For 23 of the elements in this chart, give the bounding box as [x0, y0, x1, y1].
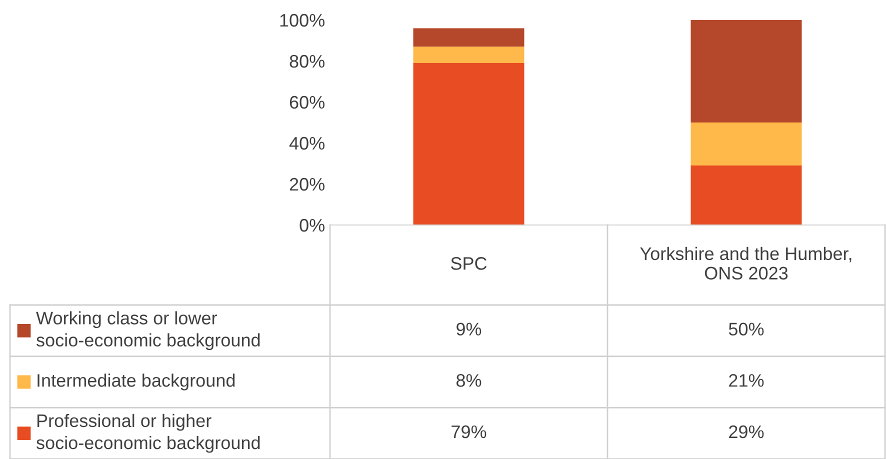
bar	[690, 20, 802, 122]
data-label: 9%	[456, 322, 482, 336]
y-tick-label: 0%	[300, 218, 324, 232]
data-label: 50%	[728, 322, 764, 336]
bar	[690, 122, 802, 166]
data-label: 8%	[456, 374, 482, 387]
y-tick-label: 60%	[290, 96, 324, 109]
legend-label: Working class or lower socio-economic background	[36, 311, 260, 350]
legend-label: Professional or higher socio-economic background	[36, 414, 260, 453]
bar	[413, 63, 524, 225]
data-label: 21%	[729, 374, 764, 387]
y-tick-label: 80%	[290, 54, 324, 68]
y-tick-label: 100%	[280, 14, 324, 27]
legend-label: Intermediate background	[38, 374, 235, 390]
data-label: 79%	[452, 425, 486, 438]
bar	[413, 28, 524, 47]
bar	[413, 46, 524, 64]
x-tick-label: SPC	[451, 257, 487, 270]
data-label: 29%	[729, 425, 764, 438]
x-tick-label: Yorkshire and the Humber, ONS 2023	[640, 246, 852, 280]
y-tick-label: 20%	[290, 178, 324, 191]
y-tick-label: 40%	[289, 136, 324, 150]
bar	[690, 166, 802, 225]
